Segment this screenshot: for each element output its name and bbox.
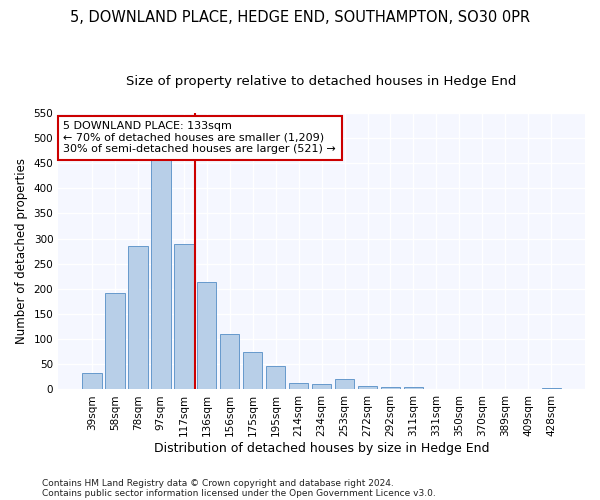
Bar — [404, 388, 423, 390]
Bar — [174, 244, 194, 390]
Bar — [151, 160, 170, 390]
Bar — [542, 388, 561, 390]
Bar — [266, 366, 286, 390]
Bar — [128, 246, 148, 390]
Bar — [289, 384, 308, 390]
Bar — [105, 293, 125, 390]
Text: 5 DOWNLAND PLACE: 133sqm
← 70% of detached houses are smaller (1,209)
30% of sem: 5 DOWNLAND PLACE: 133sqm ← 70% of detach… — [64, 121, 336, 154]
X-axis label: Distribution of detached houses by size in Hedge End: Distribution of detached houses by size … — [154, 442, 490, 455]
Text: Contains HM Land Registry data © Crown copyright and database right 2024.: Contains HM Land Registry data © Crown c… — [42, 478, 394, 488]
Bar — [82, 374, 101, 390]
Bar — [197, 282, 217, 390]
Bar — [335, 380, 355, 390]
Bar — [381, 387, 400, 390]
Bar — [220, 334, 239, 390]
Y-axis label: Number of detached properties: Number of detached properties — [15, 158, 28, 344]
Bar — [243, 352, 262, 390]
Text: 5, DOWNLAND PLACE, HEDGE END, SOUTHAMPTON, SO30 0PR: 5, DOWNLAND PLACE, HEDGE END, SOUTHAMPTO… — [70, 10, 530, 25]
Bar — [358, 386, 377, 390]
Bar — [312, 384, 331, 390]
Text: Contains public sector information licensed under the Open Government Licence v3: Contains public sector information licen… — [42, 488, 436, 498]
Title: Size of property relative to detached houses in Hedge End: Size of property relative to detached ho… — [127, 75, 517, 88]
